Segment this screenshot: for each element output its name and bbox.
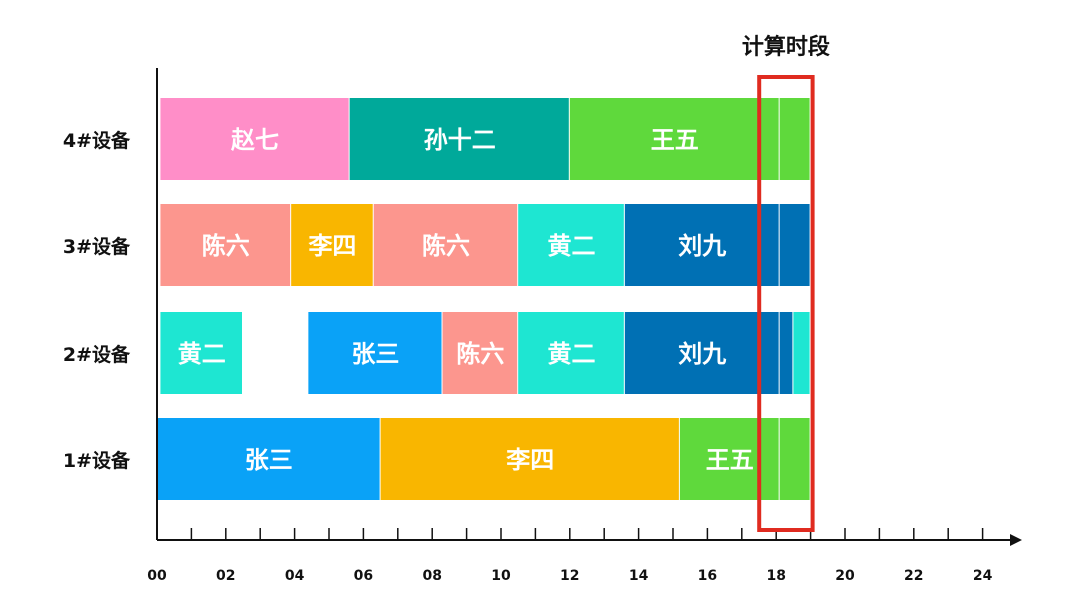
x-axis-arrow bbox=[1010, 534, 1022, 546]
x-tick-label: 08 bbox=[422, 568, 441, 584]
bar-segment bbox=[518, 204, 624, 286]
bar-label: 李四 bbox=[308, 232, 356, 260]
x-tick-label: 24 bbox=[973, 568, 993, 584]
bar-label: 赵七 bbox=[230, 126, 279, 154]
bar-segment bbox=[793, 312, 810, 394]
x-tick-label: 16 bbox=[698, 568, 717, 584]
bar-label: 黄二 bbox=[548, 340, 596, 368]
x-tick-label: 00 bbox=[147, 568, 167, 584]
bar-label: 张三 bbox=[351, 340, 399, 368]
row-label: 4#设备 bbox=[63, 129, 131, 152]
bar-segment bbox=[160, 98, 349, 180]
x-tick-label: 18 bbox=[766, 568, 785, 584]
bar-segment bbox=[779, 204, 810, 286]
x-tick-label: 06 bbox=[354, 568, 373, 584]
x-tick-label: 22 bbox=[904, 568, 923, 584]
x-tick-label: 14 bbox=[629, 568, 649, 584]
bar-label: 陈六 bbox=[202, 232, 250, 260]
bar-segment bbox=[779, 312, 793, 394]
bar-segment bbox=[373, 204, 518, 286]
row-label: 3#设备 bbox=[63, 235, 131, 258]
bar-segment bbox=[779, 418, 810, 500]
bar-segment bbox=[624, 312, 779, 394]
bar-segment bbox=[380, 418, 679, 500]
bar-label: 王五 bbox=[651, 126, 699, 154]
bar-label: 刘九 bbox=[678, 340, 726, 368]
bar-segment bbox=[779, 98, 810, 180]
highlight-box bbox=[757, 75, 815, 532]
bar-label: 孙十二 bbox=[424, 126, 496, 154]
bar-segment bbox=[442, 312, 518, 394]
bar-segment bbox=[157, 418, 380, 500]
bar-segment bbox=[291, 204, 373, 286]
bar-segment bbox=[160, 204, 291, 286]
bar-label: 刘九 bbox=[678, 232, 726, 260]
row-label: 1#设备 bbox=[63, 449, 131, 472]
x-tick-label: 20 bbox=[835, 568, 855, 584]
bar-label: 张三 bbox=[245, 446, 293, 474]
bar-label: 陈六 bbox=[456, 340, 504, 368]
row-label: 2#设备 bbox=[63, 343, 131, 366]
bar-segment bbox=[624, 204, 779, 286]
x-tick-label: 10 bbox=[491, 568, 511, 584]
bar-segment bbox=[308, 312, 442, 394]
x-tick-label: 02 bbox=[216, 568, 235, 584]
x-tick-label: 04 bbox=[285, 568, 305, 584]
highlight-label: 计算时段 bbox=[742, 34, 830, 60]
bar-segment bbox=[569, 98, 779, 180]
bar-segment bbox=[518, 312, 624, 394]
bar-segment bbox=[679, 418, 779, 500]
bar-label: 陈六 bbox=[422, 232, 470, 260]
bar-label: 黄二 bbox=[548, 232, 596, 260]
bar-segment bbox=[349, 98, 569, 180]
x-tick-label: 12 bbox=[560, 568, 579, 584]
bar-label: 王五 bbox=[706, 446, 754, 474]
bar-segment bbox=[160, 312, 242, 394]
bar-label: 李四 bbox=[506, 446, 554, 474]
bar-label: 黄二 bbox=[178, 340, 226, 368]
